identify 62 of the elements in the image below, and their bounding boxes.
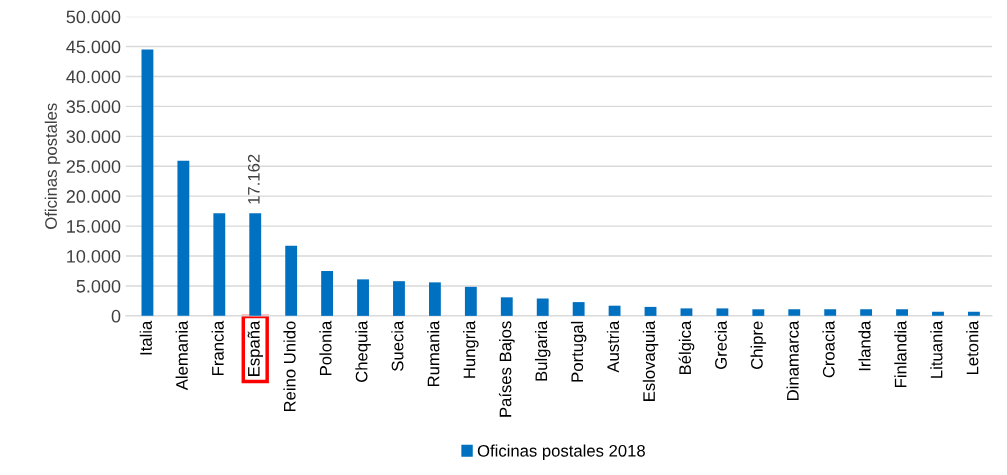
y-tick-label: 25.000 xyxy=(66,160,121,173)
y-tick-label: 15.000 xyxy=(67,220,121,233)
data-label: 17.162 xyxy=(247,154,260,204)
bar xyxy=(428,282,441,316)
bar xyxy=(141,49,154,316)
bar xyxy=(213,213,226,316)
x-tick-label: Irlanda xyxy=(858,320,871,371)
bar xyxy=(752,309,765,316)
y-tick-label: 20.000 xyxy=(66,190,121,203)
y-tick-label: 50.000 xyxy=(66,10,121,24)
x-tick-label: Portugal xyxy=(570,321,587,382)
x-tick-label: Grecia xyxy=(714,320,727,369)
x-tick-label: Chipre xyxy=(750,321,767,369)
bar xyxy=(716,308,729,316)
y-tick-label: 30.000 xyxy=(66,130,121,144)
bar xyxy=(644,306,657,316)
x-tick-label: Alemania xyxy=(175,320,188,391)
bar xyxy=(357,279,369,316)
bar xyxy=(788,309,801,316)
x-tick-label: Bélgica xyxy=(678,320,695,375)
bar xyxy=(500,297,513,316)
x-tick-label: Bulgaria xyxy=(534,320,551,381)
x-tick-label: Hungria xyxy=(463,320,479,378)
x-tick-label: Lituania xyxy=(930,320,943,378)
bar xyxy=(536,298,549,316)
bar xyxy=(464,286,477,316)
bar xyxy=(608,305,621,316)
legend-label: Oficinas postales 2018 xyxy=(477,444,645,460)
bar xyxy=(177,160,190,316)
bar xyxy=(249,213,262,316)
bar xyxy=(896,309,908,316)
y-tick-label: 45.000 xyxy=(66,40,121,54)
y-tick-label: 0 xyxy=(111,309,121,323)
x-tick-label: Finlandia xyxy=(894,320,907,387)
x-tick-label: Reino Unido xyxy=(283,321,296,412)
x-tick-label: Francia xyxy=(211,320,224,375)
x-tick-label: Dinamarca xyxy=(786,320,799,400)
x-tick-label: Suecia xyxy=(391,320,404,371)
bar xyxy=(680,308,693,316)
x-tick-label: España xyxy=(247,320,264,376)
bar xyxy=(824,309,837,316)
x-tick-label: Chequia xyxy=(355,320,371,382)
y-axis-title: Oficinas postales xyxy=(44,103,61,229)
x-tick-label: Polonia xyxy=(319,320,332,375)
bar xyxy=(968,311,980,316)
x-tick-label: Eslovaquia xyxy=(642,320,659,401)
x-tick-label: Países Bajos xyxy=(498,321,515,417)
bar xyxy=(393,281,405,316)
bar xyxy=(860,309,873,316)
x-tick-label: Austria xyxy=(606,320,620,373)
y-tick-label: 10.000 xyxy=(67,249,121,263)
bar xyxy=(285,245,298,316)
y-tick-label: 40.000 xyxy=(66,70,121,84)
x-tick-label: Croacia xyxy=(822,320,835,378)
bar xyxy=(572,302,585,316)
x-tick-label: Letonia xyxy=(966,320,979,375)
x-tick-label: Rumania xyxy=(427,320,440,387)
bar xyxy=(932,311,944,316)
x-tick-label: Italia xyxy=(139,320,152,355)
bar xyxy=(321,270,334,316)
y-tick-label: 35.000 xyxy=(66,100,121,114)
y-tick-label: 5.000 xyxy=(76,279,121,293)
